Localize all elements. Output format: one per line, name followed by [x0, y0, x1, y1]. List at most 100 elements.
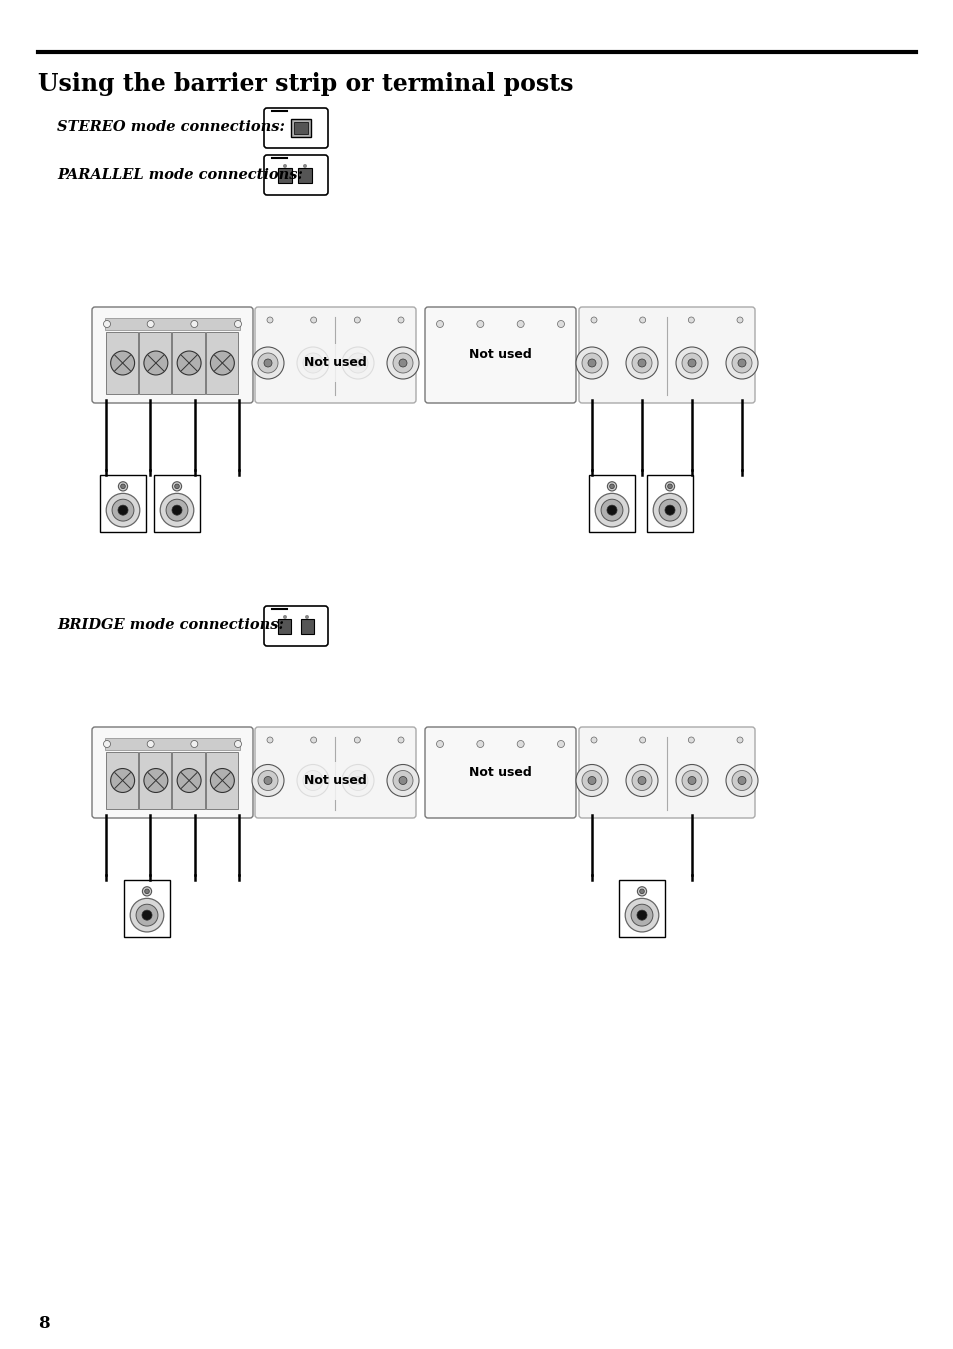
Circle shape	[142, 886, 152, 896]
Circle shape	[590, 317, 597, 322]
Text: Not used: Not used	[304, 356, 367, 370]
Circle shape	[257, 353, 277, 374]
Circle shape	[638, 359, 645, 367]
Circle shape	[731, 353, 751, 374]
Circle shape	[309, 777, 316, 785]
Text: PARALLEL mode connections:: PARALLEL mode connections:	[57, 169, 302, 182]
Circle shape	[191, 741, 197, 747]
Bar	[277, 619, 291, 634]
Text: Using the barrier strip or terminal posts: Using the barrier strip or terminal post…	[38, 71, 573, 96]
Bar	[139, 751, 172, 809]
Circle shape	[681, 770, 701, 791]
Circle shape	[142, 911, 152, 920]
Circle shape	[676, 765, 707, 796]
Circle shape	[393, 353, 413, 374]
Text: Not used: Not used	[469, 348, 532, 362]
Bar	[106, 751, 138, 809]
Circle shape	[436, 321, 443, 328]
Circle shape	[118, 482, 128, 491]
Bar	[646, 475, 692, 532]
FancyBboxPatch shape	[578, 308, 754, 403]
Circle shape	[252, 347, 284, 379]
Circle shape	[639, 317, 645, 322]
Circle shape	[590, 737, 597, 743]
Circle shape	[267, 317, 273, 322]
Circle shape	[166, 499, 188, 521]
Circle shape	[111, 351, 134, 375]
Circle shape	[296, 765, 329, 796]
Circle shape	[103, 741, 111, 747]
Circle shape	[387, 765, 418, 796]
Bar	[206, 332, 237, 394]
Circle shape	[664, 505, 675, 515]
Bar	[588, 475, 635, 532]
Circle shape	[631, 770, 651, 791]
Text: Not used: Not used	[469, 766, 532, 778]
Circle shape	[341, 765, 374, 796]
Circle shape	[609, 484, 614, 488]
FancyBboxPatch shape	[91, 727, 253, 817]
Circle shape	[587, 359, 596, 367]
Circle shape	[354, 359, 361, 367]
Bar	[301, 619, 314, 634]
Circle shape	[731, 770, 751, 791]
Bar	[618, 880, 664, 936]
Circle shape	[738, 359, 745, 367]
Circle shape	[283, 615, 287, 619]
Text: BRIDGE mode connections:: BRIDGE mode connections:	[57, 618, 284, 631]
Circle shape	[144, 351, 168, 375]
Circle shape	[257, 770, 277, 791]
Circle shape	[688, 317, 694, 322]
Circle shape	[725, 765, 758, 796]
Circle shape	[267, 737, 273, 743]
Bar	[139, 332, 172, 394]
Circle shape	[177, 769, 201, 792]
Bar	[277, 169, 292, 183]
Text: STEREO mode connections:: STEREO mode connections:	[57, 120, 285, 134]
Text: 8: 8	[38, 1315, 50, 1331]
Circle shape	[112, 499, 133, 521]
Text: Not used: Not used	[304, 774, 367, 786]
Circle shape	[191, 321, 197, 328]
Circle shape	[354, 317, 360, 322]
Circle shape	[305, 615, 309, 619]
Circle shape	[111, 769, 134, 792]
Bar	[153, 475, 200, 532]
Circle shape	[631, 353, 651, 374]
Circle shape	[303, 165, 307, 169]
Circle shape	[341, 347, 374, 379]
Circle shape	[637, 886, 646, 896]
Circle shape	[118, 505, 128, 515]
Circle shape	[311, 317, 316, 322]
Circle shape	[397, 317, 403, 322]
Circle shape	[517, 321, 523, 328]
Circle shape	[624, 898, 659, 932]
Circle shape	[398, 359, 407, 367]
Circle shape	[398, 777, 407, 785]
Bar	[297, 169, 312, 183]
Bar	[206, 751, 237, 809]
Circle shape	[264, 359, 272, 367]
Circle shape	[296, 347, 329, 379]
FancyBboxPatch shape	[424, 727, 576, 817]
Circle shape	[664, 482, 674, 491]
Circle shape	[737, 317, 742, 322]
Circle shape	[667, 484, 672, 488]
Circle shape	[147, 321, 154, 328]
FancyBboxPatch shape	[264, 606, 328, 646]
Circle shape	[638, 777, 645, 785]
Circle shape	[252, 765, 284, 796]
Circle shape	[234, 321, 241, 328]
Circle shape	[348, 770, 368, 791]
Circle shape	[659, 499, 680, 521]
Bar	[294, 121, 308, 134]
Bar	[172, 332, 205, 394]
Circle shape	[387, 347, 418, 379]
Circle shape	[581, 770, 601, 791]
Bar	[100, 475, 146, 532]
Bar	[105, 738, 240, 750]
Circle shape	[397, 737, 403, 743]
Circle shape	[688, 737, 694, 743]
Circle shape	[687, 777, 696, 785]
Circle shape	[436, 741, 443, 747]
